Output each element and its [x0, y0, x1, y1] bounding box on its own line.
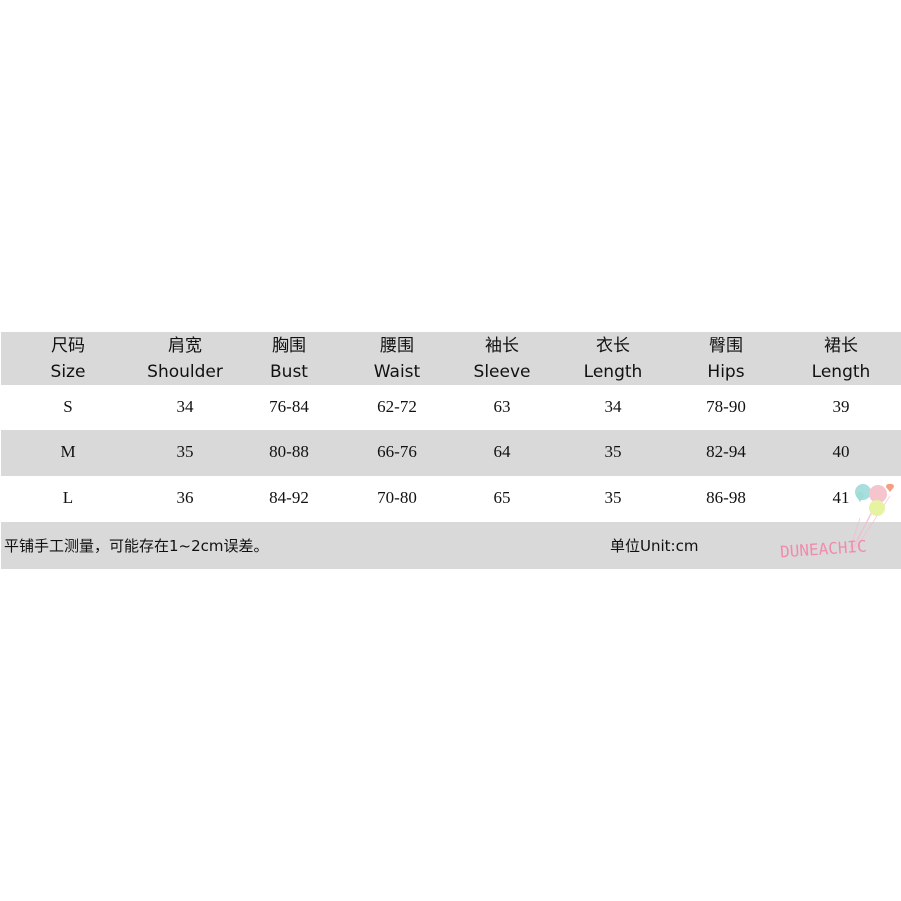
- duneachic-logo: DUNEACHIC: [780, 483, 895, 561]
- table-cell: S: [63, 397, 73, 416]
- column-header-zh: 袖长: [484, 336, 519, 356]
- column-header: 袖长 Sleeve: [474, 333, 531, 385]
- table-cell: 76-84: [269, 397, 309, 416]
- table-cell: 39: [832, 397, 850, 416]
- table-cell: 82-94: [706, 442, 746, 461]
- column-header: 衣长 Length: [584, 333, 643, 385]
- table-cell: 65: [493, 488, 511, 507]
- balloon-icon: [869, 485, 887, 503]
- table-footer: 平铺手工测量，可能存在1~2cm误差。 单位Unit:cm: [1, 522, 901, 569]
- table-cell: 40: [832, 442, 850, 461]
- table-cell: L: [62, 488, 74, 507]
- table-cell: 66-76: [377, 442, 417, 461]
- table-cell: 86-98: [706, 488, 746, 507]
- table-cell: 34: [176, 397, 194, 416]
- table-cell: 80-88: [269, 442, 309, 461]
- column-header: 胸围 Bust: [270, 333, 308, 385]
- table-row: S 34 76-84 62-72 63 34 78-90 39: [1, 385, 901, 430]
- heart-balloon-icon: [885, 483, 895, 492]
- column-header: 裙长 Length: [812, 333, 871, 385]
- table-cell: M: [60, 442, 76, 461]
- column-header-zh: 尺码: [51, 336, 85, 356]
- table-cell: 35: [176, 442, 194, 461]
- column-header-en: Bust: [270, 362, 308, 382]
- column-header-en: Sleeve: [473, 362, 531, 382]
- column-header-zh: 腰围: [379, 336, 414, 356]
- column-header-en: Length: [583, 362, 643, 382]
- column-header-zh: 肩宽: [167, 336, 202, 356]
- column-header-en: Hips: [707, 362, 745, 382]
- column-header-zh: 衣长: [595, 336, 630, 356]
- table-cell: 36: [176, 488, 194, 507]
- table-cell: 63: [493, 397, 511, 416]
- table-cell: 70-80: [377, 488, 417, 507]
- table-cell: 62-72: [377, 397, 417, 416]
- table-cell: 35: [604, 488, 622, 507]
- table-cell: 64: [493, 442, 511, 461]
- column-header-en: Length: [811, 362, 871, 382]
- table-cell: 41: [832, 488, 850, 507]
- column-header: 尺码 Size: [51, 333, 86, 385]
- column-header-zh: 胸围: [272, 336, 306, 356]
- heart-balloon-icon: [856, 492, 864, 502]
- column-header-zh: 臀围: [709, 336, 743, 356]
- balloon-icon: [869, 500, 885, 516]
- column-header: 腰围 Waist: [374, 333, 420, 385]
- table-row: L 36 84-92 70-80 65 35 86-98 41: [1, 476, 901, 522]
- column-header: 肩宽 Shoulder: [147, 333, 223, 385]
- column-header-en: Waist: [373, 362, 421, 382]
- measurement-note: 平铺手工测量，可能存在1~2cm误差。: [4, 537, 269, 555]
- logo-text: DUNEACHIC: [780, 536, 867, 561]
- table-cell: 78-90: [706, 397, 746, 416]
- table-cell: 35: [604, 442, 622, 461]
- column-header-en: Size: [50, 362, 86, 382]
- table-row: M 35 80-88 66-76 64 35 82-94 40: [1, 430, 901, 476]
- unit-label: 单位Unit:cm: [610, 537, 699, 555]
- column-header-zh: 裙长: [823, 336, 858, 356]
- table-header: 尺码 Size 肩宽 Shoulder 胸围 Bust 腰围 Waist 袖长 Sleeve 衣长 L…: [1, 332, 901, 385]
- column-header-en: Shoulder: [147, 362, 223, 382]
- table-cell: 34: [604, 397, 622, 416]
- table-cell: 84-92: [269, 488, 309, 507]
- column-header: 臀围 Hips: [707, 333, 744, 385]
